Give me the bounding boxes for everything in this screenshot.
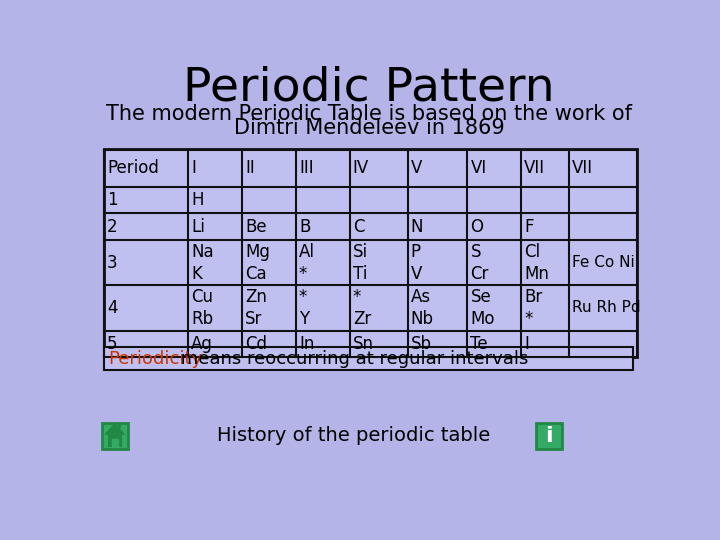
Text: I: I	[524, 335, 529, 353]
Text: Periodicity: Periodicity	[109, 350, 203, 368]
Text: VI: VI	[470, 159, 487, 177]
Text: Mg
Ca: Mg Ca	[245, 243, 270, 283]
Text: Cu
Rb: Cu Rb	[191, 288, 213, 328]
Polygon shape	[106, 423, 124, 434]
Text: H: H	[191, 191, 204, 209]
Text: Br
*: Br *	[524, 288, 543, 328]
Bar	[104, 347, 632, 370]
Text: F: F	[524, 218, 534, 236]
Text: 3: 3	[107, 254, 117, 272]
Bar	[102, 423, 128, 449]
Bar	[108, 434, 122, 447]
Text: Na
K: Na K	[191, 243, 214, 283]
Text: In: In	[299, 335, 314, 353]
Text: Ag: Ag	[191, 335, 213, 353]
Text: Period: Period	[108, 159, 160, 177]
Text: Sn: Sn	[353, 335, 374, 353]
Bar	[536, 423, 562, 449]
Text: P
V: P V	[410, 243, 422, 283]
Text: *
Zr: * Zr	[353, 288, 371, 328]
Text: N: N	[410, 218, 423, 236]
Text: Zn
Sr: Zn Sr	[245, 288, 267, 328]
Text: i: i	[545, 426, 553, 446]
Text: *
Y: * Y	[299, 288, 309, 328]
Text: Dimtri Mendeleev in 1869: Dimtri Mendeleev in 1869	[233, 118, 505, 138]
Text: II: II	[245, 159, 255, 177]
Text: Se
Mo: Se Mo	[470, 288, 495, 328]
Text: means reoccurring at regular intervals: means reoccurring at regular intervals	[175, 350, 528, 368]
Bar	[104, 150, 637, 357]
Text: Al
*: Al *	[299, 243, 315, 283]
Text: Cd: Cd	[245, 335, 267, 353]
Text: Fe Co Ni: Fe Co Ni	[572, 255, 634, 271]
Text: Sb: Sb	[410, 335, 432, 353]
Text: As
Nb: As Nb	[410, 288, 433, 328]
Text: Periodic Pattern: Periodic Pattern	[183, 65, 555, 110]
Text: Te: Te	[470, 335, 488, 353]
Text: 4: 4	[107, 299, 117, 317]
Text: Cl
Mn: Cl Mn	[524, 243, 549, 283]
Text: 2: 2	[107, 218, 117, 236]
Text: I: I	[191, 159, 196, 177]
Text: VII: VII	[572, 159, 593, 177]
Text: History of the periodic table: History of the periodic table	[217, 427, 490, 446]
Text: IV: IV	[353, 159, 369, 177]
Text: III: III	[299, 159, 313, 177]
Text: Li: Li	[191, 218, 205, 236]
Text: VII: VII	[524, 159, 546, 177]
Text: C: C	[353, 218, 364, 236]
Text: B: B	[299, 218, 310, 236]
Text: S
Cr: S Cr	[470, 243, 489, 283]
Text: Ru Rh Pd: Ru Rh Pd	[572, 300, 641, 315]
Bar	[118, 422, 121, 428]
Text: Si
Ti: Si Ti	[353, 243, 368, 283]
Bar	[112, 439, 118, 447]
Text: 5: 5	[107, 335, 117, 353]
Text: The modern Periodic Table is based on the work of: The modern Periodic Table is based on th…	[106, 104, 632, 124]
Text: O: O	[470, 218, 483, 236]
Text: V: V	[410, 159, 422, 177]
Text: 1: 1	[107, 191, 117, 209]
Text: Be: Be	[245, 218, 266, 236]
